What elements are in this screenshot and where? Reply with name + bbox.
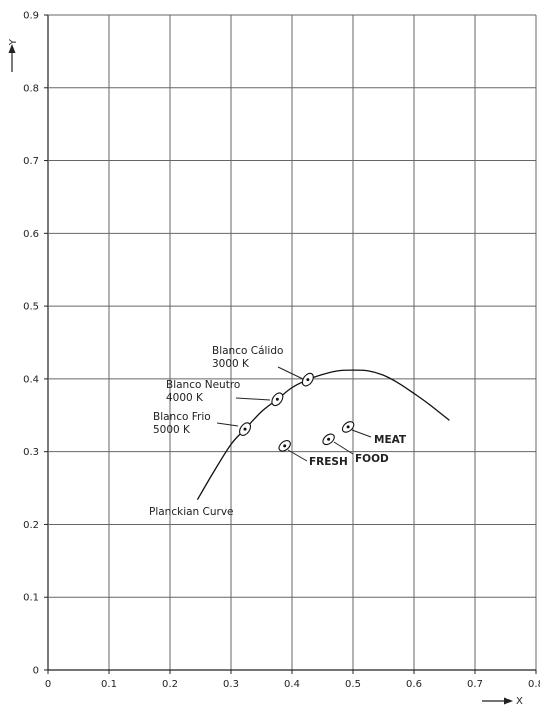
curve-label: Planckian Curve [149, 506, 234, 518]
leader-neutral [235, 397, 271, 401]
x-tick-label: 0.8 [528, 679, 540, 690]
x-axis-indicator: X [482, 696, 523, 707]
y-axis-indicator: Y [8, 38, 19, 72]
y-tick-label: 0.4 [23, 374, 39, 385]
point-label-warm-temp: 3000 K [212, 358, 250, 370]
point-label-neutral-temp: 4000 K [166, 392, 204, 404]
data-point [239, 422, 252, 436]
x-axis-name: X [516, 696, 523, 707]
horizontal-gridlines [44, 14, 536, 671]
leader-warm [277, 366, 304, 380]
y-tick-label: 0.3 [23, 447, 39, 458]
y-axis-name: Y [8, 38, 19, 46]
x-tick-label: 0.6 [406, 679, 422, 690]
data-point [341, 421, 355, 433]
point-label-cold: Blanco Frio [153, 411, 211, 423]
vertical-gridlines [47, 15, 537, 674]
x-tick-label: 0.1 [101, 679, 117, 690]
leader-food [333, 441, 354, 455]
x-tick-label: 0.5 [345, 679, 361, 690]
x-tick-label: 0.4 [284, 679, 300, 690]
data-point [301, 372, 314, 387]
y-tick-labels: 0 0.1 0.2 0.3 0.4 0.5 0.6 0.7 0.8 0.9 [23, 11, 39, 677]
x-tick-label: 0.3 [223, 679, 239, 690]
y-tick-label: 0.1 [23, 593, 39, 604]
point-label-meat: MEAT [374, 434, 407, 446]
data-point [278, 440, 291, 452]
y-tick-label: 0.5 [23, 302, 39, 313]
data-points [239, 372, 355, 452]
point-label-cold-temp: 5000 K [153, 424, 191, 436]
x-tick-labels: 0 0.1 0.2 0.3 0.4 0.5 0.6 0.7 0.8 [45, 679, 540, 690]
point-label-neutral: Blanco Neutro [166, 379, 240, 391]
leader-fresh [287, 449, 308, 462]
x-tick-label: 0 [45, 679, 51, 690]
y-tick-label: 0.6 [23, 229, 39, 240]
point-label-fresh: FRESH [309, 456, 348, 468]
point-label-food: FOOD [355, 453, 389, 465]
y-tick-label: 0.2 [23, 520, 39, 531]
y-tick-label: 0.9 [23, 11, 39, 22]
y-tick-label: 0.8 [23, 83, 39, 94]
leader-cold [216, 422, 239, 427]
x-tick-label: 0.2 [162, 679, 178, 690]
point-label-warm: Blanco Cálido [212, 345, 283, 357]
y-tick-label: 0.7 [23, 156, 39, 167]
data-point [322, 433, 335, 446]
y-tick-label: 0 [33, 666, 39, 677]
data-point [271, 392, 284, 407]
x-tick-label: 0.7 [467, 679, 483, 690]
leader-meat [351, 429, 372, 438]
